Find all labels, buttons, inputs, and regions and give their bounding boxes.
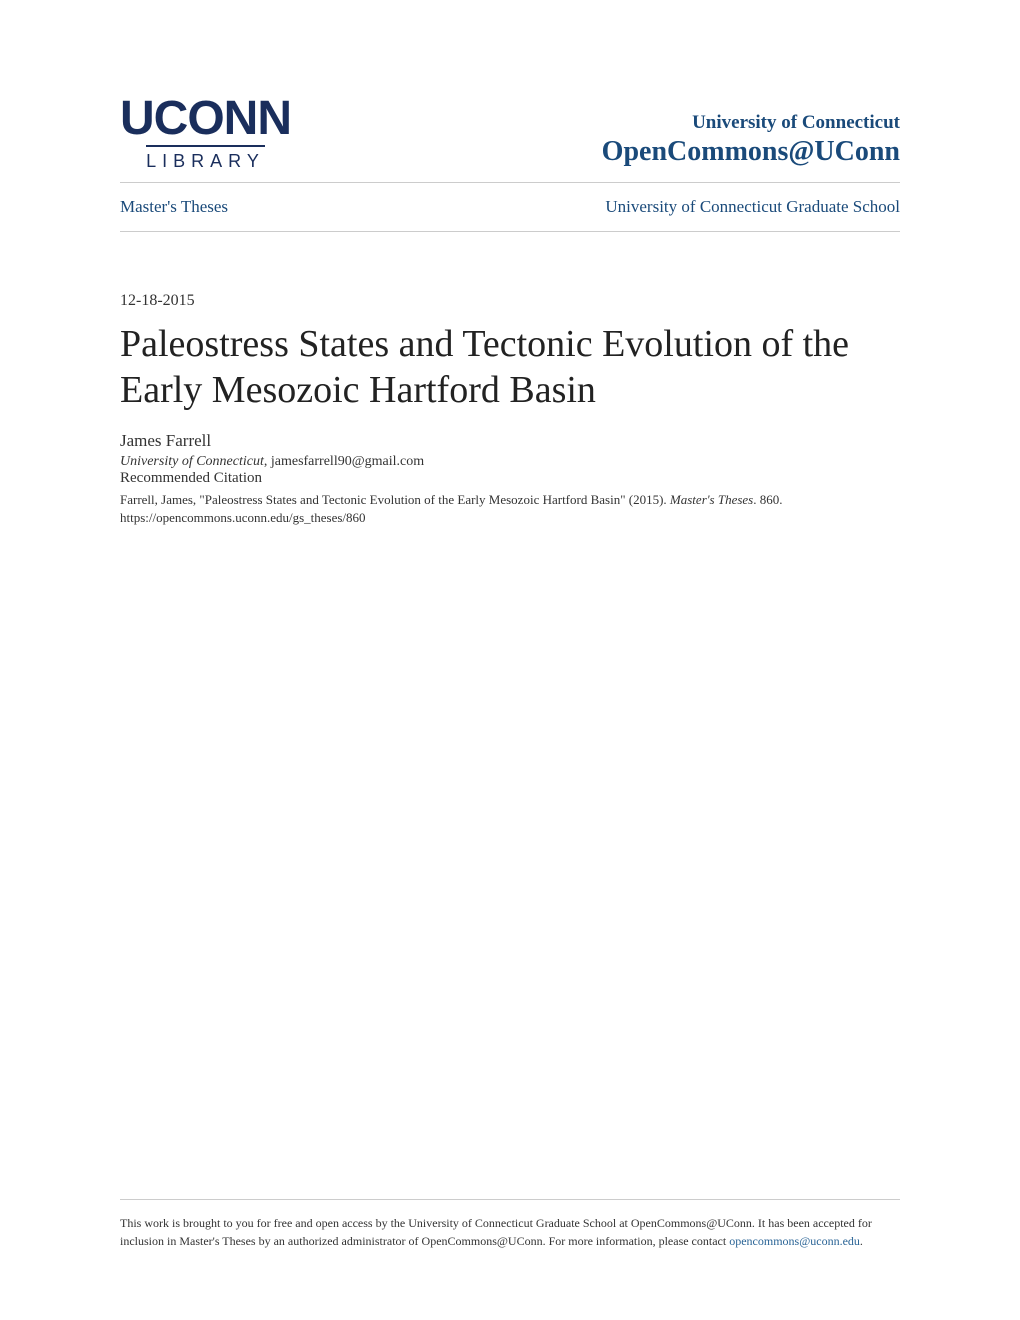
citation-heading: Recommended Citation — [120, 470, 900, 487]
breadcrumb-left[interactable]: Master's Theses — [120, 197, 228, 217]
citation-url: https://opencommons.uconn.edu/gs_theses/… — [120, 510, 900, 526]
repository-name[interactable]: OpenCommons@UConn — [602, 136, 900, 168]
citation-part1: Farrell, James, "Paleostress States and … — [120, 492, 670, 507]
footer-period: . — [860, 1234, 863, 1248]
footer-text: This work is brought to you for free and… — [120, 1214, 900, 1250]
page-container: UCONN LIBRARY University of Connecticut … — [0, 0, 1020, 1320]
content-area: 12-18-2015 Paleostress States and Tecton… — [120, 232, 900, 1199]
citation-text: Farrell, James, "Paleostress States and … — [120, 491, 900, 509]
header-right: University of Connecticut OpenCommons@UC… — [602, 112, 900, 172]
citation-section: Recommended Citation Farrell, James, "Pa… — [120, 470, 900, 536]
breadcrumb-right[interactable]: University of Connecticut Graduate Schoo… — [605, 197, 900, 217]
logo-main: UCONN — [120, 95, 291, 143]
breadcrumb-row: Master's Theses University of Connecticu… — [120, 183, 900, 232]
affiliation-line: University of Connecticut, jamesfarrell9… — [120, 454, 900, 470]
footer-section: This work is brought to you for free and… — [120, 1199, 900, 1270]
affiliation: University of Connecticut — [120, 454, 264, 469]
citation-italic: Master's Theses — [670, 492, 753, 507]
header-section: UCONN LIBRARY University of Connecticut … — [120, 95, 900, 183]
footer-email-link[interactable]: opencommons@uconn.edu — [729, 1234, 860, 1248]
citation-part2: . 860. — [753, 492, 782, 507]
logo-sub: LIBRARY — [146, 145, 265, 172]
logo-block: UCONN LIBRARY — [120, 95, 291, 172]
document-date: 12-18-2015 — [120, 292, 900, 310]
document-author: James Farrell — [120, 431, 900, 451]
author-email: , jamesfarrell90@gmail.com — [264, 454, 424, 469]
university-name: University of Connecticut — [602, 112, 900, 134]
document-title: Paleostress States and Tectonic Evolutio… — [120, 322, 900, 413]
